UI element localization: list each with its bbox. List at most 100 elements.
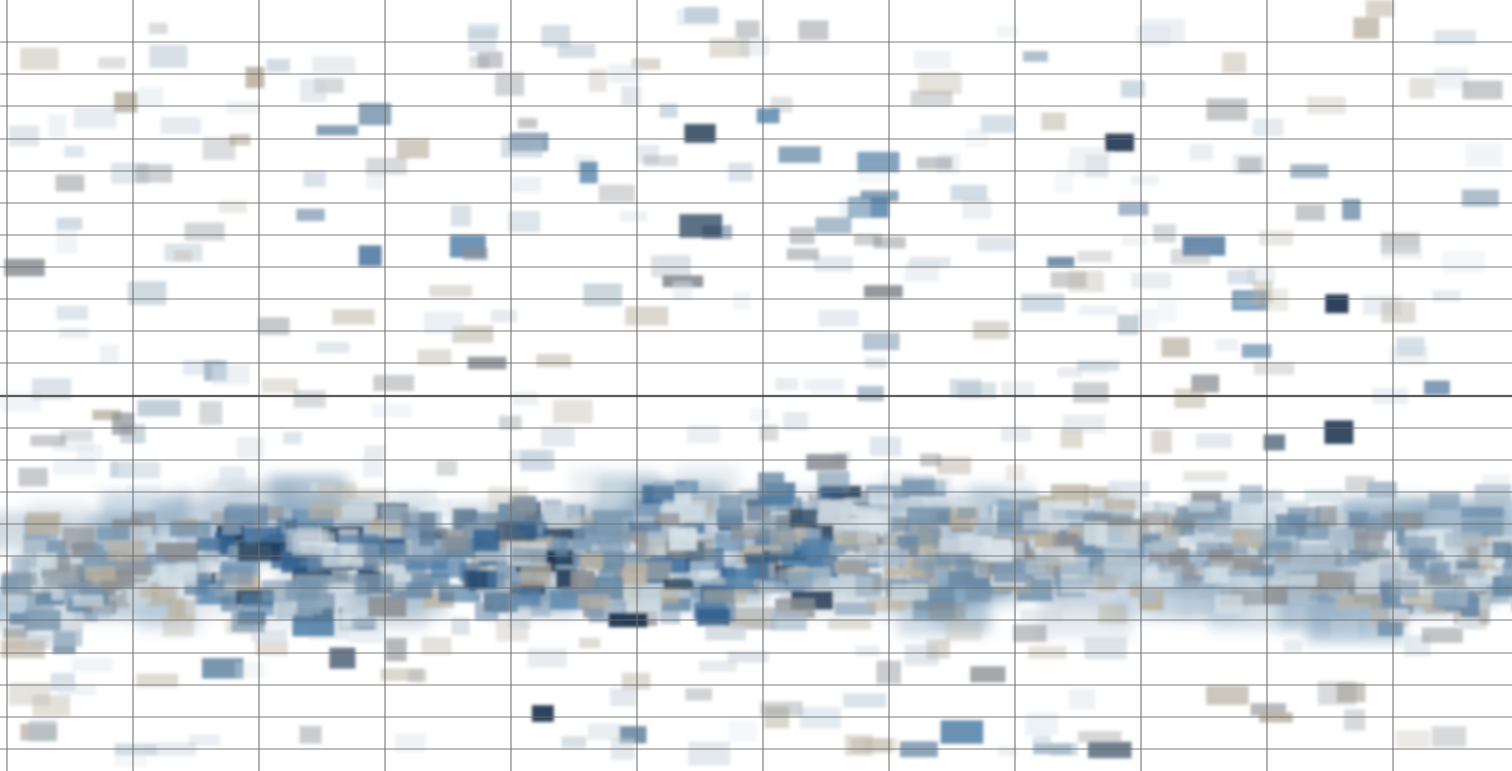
thumbnail-tile — [770, 612, 807, 631]
thumbnail-tile — [1432, 290, 1461, 303]
thumbnail-tile — [1117, 315, 1139, 335]
thumbnail-tile — [1424, 380, 1450, 395]
thumbnail-tile — [660, 605, 681, 624]
thumbnail-tile — [9, 682, 51, 706]
thumbnail-tile — [451, 204, 472, 227]
thumbnail-tile — [553, 399, 593, 424]
thumbnail-tile — [398, 489, 438, 507]
thumbnail-tile — [806, 454, 847, 471]
thumbnail-tile — [1504, 545, 1512, 569]
thumbnail-tile — [1196, 433, 1232, 448]
thumbnail-tile — [598, 184, 635, 202]
thumbnail-tile — [1432, 590, 1456, 610]
thumbnail-tile — [1444, 532, 1482, 548]
thumbnail-tile — [699, 660, 737, 672]
thumbnail-tile — [1079, 568, 1100, 588]
thumbnail-tile — [357, 533, 386, 557]
thumbnail-tile — [688, 741, 730, 766]
thumbnail-tile — [283, 431, 302, 445]
thumbnail-tile — [663, 578, 694, 590]
thumbnail-tile — [1238, 157, 1262, 173]
thumbnail-tile — [1154, 502, 1178, 517]
thumbnail-tile — [114, 92, 138, 113]
thumbnail-tile — [2, 627, 28, 639]
thumbnail-tile — [1208, 549, 1234, 561]
thumbnail-tile — [659, 103, 678, 118]
thumbnail-tile — [1023, 51, 1048, 62]
thumbnail-tile — [451, 508, 476, 531]
thumbnail-tile — [1431, 726, 1467, 747]
thumbnail-tile — [631, 58, 661, 70]
thumbnail-tile — [1344, 709, 1366, 731]
thumbnail-tile — [813, 256, 853, 272]
thumbnail-tile — [160, 117, 201, 134]
thumbnail-tile — [20, 47, 59, 70]
thumbnail-tile — [1189, 143, 1213, 161]
thumbnail-tile — [1219, 542, 1248, 555]
thumbnail-tile — [1131, 272, 1171, 289]
thumbnail-tile — [570, 570, 596, 591]
thumbnail-tile — [362, 455, 384, 478]
thumbnail-tile — [53, 458, 97, 476]
thumbnail-tile — [1188, 501, 1216, 512]
thumbnail-tile — [857, 529, 877, 544]
thumbnail-tile — [935, 552, 972, 566]
thumbnail-tile — [1153, 224, 1176, 243]
thumbnail-tile — [561, 736, 587, 748]
thumbnail-tile — [477, 51, 503, 68]
thumbnail-tile — [775, 377, 799, 391]
thumbnail-tile — [1087, 741, 1132, 759]
thumbnail-tile — [1377, 620, 1403, 636]
thumbnail-tile — [962, 198, 992, 219]
thumbnail-tile — [245, 66, 265, 89]
thumbnail-tile — [906, 507, 951, 525]
thumbnail-tile — [1437, 513, 1458, 527]
thumbnail-tile — [1098, 604, 1128, 624]
thumbnail-tile — [1460, 506, 1504, 518]
thumbnail-tile — [364, 445, 386, 458]
thumbnail-tile — [56, 217, 83, 230]
thumbnail-tile — [1317, 681, 1357, 705]
thumbnail-tile — [354, 574, 394, 595]
thumbnail-tile — [1283, 639, 1303, 652]
thumbnail-tile — [1, 574, 32, 595]
thumbnail-tile — [417, 349, 452, 366]
thumbnail-tile — [1078, 731, 1122, 743]
thumbnail-tile — [799, 706, 842, 729]
thumbnail-tile — [286, 529, 328, 552]
thumbnail-tile — [1141, 533, 1161, 544]
thumbnail-tile — [423, 311, 464, 334]
thumbnail-tile — [560, 587, 587, 599]
thumbnail-tile — [1252, 118, 1284, 137]
thumbnail-tile — [1077, 360, 1120, 371]
thumbnail-tile — [1214, 595, 1243, 615]
thumbnail-tile — [993, 559, 1026, 583]
thumbnail-tile — [1134, 308, 1158, 330]
thumbnail-tile — [174, 600, 196, 620]
thumbnail-tile — [126, 485, 161, 497]
thumbnail-tile — [195, 589, 238, 605]
thumbnail-tile — [1203, 566, 1229, 584]
thumbnail-tile — [1349, 548, 1391, 559]
thumbnail-tile — [196, 579, 225, 591]
thumbnail-tile — [9, 125, 40, 147]
thumbnail-tile — [1462, 80, 1503, 100]
thumbnail-tile — [1041, 112, 1066, 131]
thumbnail-tile — [1069, 688, 1096, 710]
thumbnail-tile — [266, 58, 290, 72]
thumbnail-tile — [395, 733, 426, 753]
thumbnail-tile — [107, 540, 145, 562]
thumbnail-tile — [138, 87, 163, 107]
thumbnail-tile — [625, 306, 669, 326]
thumbnail-tile — [977, 236, 1015, 252]
thumbnail-tile — [197, 572, 233, 585]
thumbnail-tile — [1263, 434, 1286, 451]
thumbnail-tile — [656, 255, 690, 273]
thumbnail-tile — [1421, 627, 1463, 643]
thumbnail-tile — [940, 720, 984, 744]
thumbnail-tile — [368, 595, 407, 617]
thumbnail-tile — [84, 565, 116, 581]
thumbnail-tile — [587, 723, 622, 740]
thumbnail-tile — [541, 25, 571, 47]
thumbnail-tile — [169, 520, 211, 537]
